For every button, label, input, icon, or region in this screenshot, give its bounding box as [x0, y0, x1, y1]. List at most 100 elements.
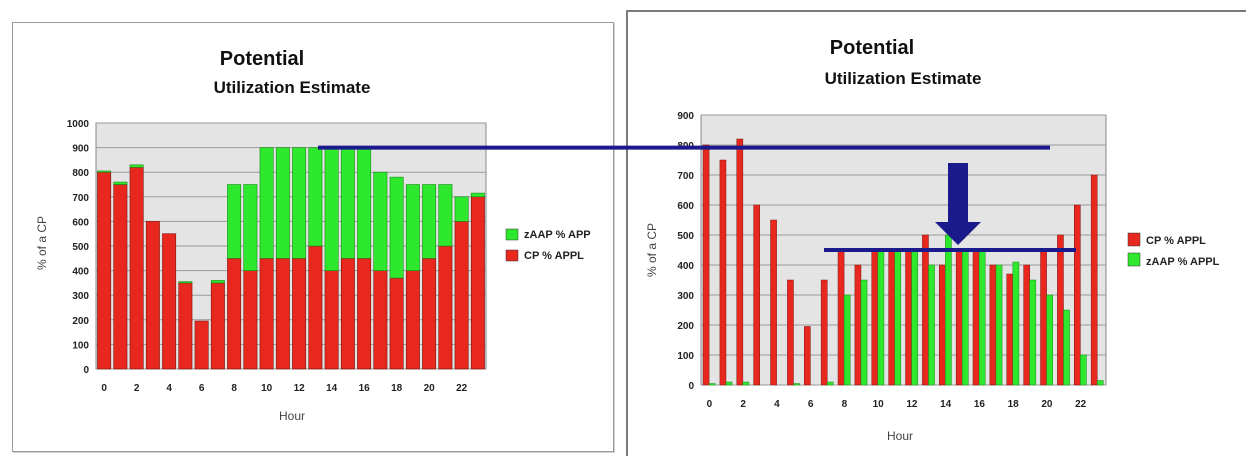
- left-bar-zaap-hour-12: [292, 147, 307, 259]
- left-bar-cp-hour-21: [438, 245, 453, 370]
- right-bar-zaap-hour-0: [708, 383, 716, 386]
- left-y-tick-label: 500: [72, 242, 89, 253]
- right-bar-zaap-hour-10: [877, 249, 885, 386]
- left-bar-cp-hour-4: [162, 233, 177, 370]
- left-y-tick-label: 700: [72, 193, 89, 204]
- left-x-tick-label: 20: [424, 383, 436, 394]
- left-bar-cp-hour-17: [373, 270, 388, 370]
- left-bar-zaap-hour-11: [275, 147, 290, 259]
- left-x-axis-label: Hour: [279, 409, 305, 423]
- right-legend-swatch-cp: [1127, 232, 1141, 247]
- left-legend-label-zaap: zAAP % APP: [524, 229, 591, 241]
- left-bar-zaap-hour-2: [129, 164, 144, 168]
- right-bar-cp-hour-16: [972, 249, 980, 386]
- right-legend-swatch-zaap: [1127, 252, 1141, 267]
- left-bar-zaap-hour-14: [324, 147, 339, 271]
- right-bar-zaap-hour-22: [1080, 354, 1087, 386]
- right-y-tick-label: 700: [677, 171, 694, 182]
- right-bar-cp-hour-12: [905, 249, 912, 386]
- right-bar-zaap-hour-16: [978, 249, 986, 386]
- left-bar-zaap-hour-19: [405, 184, 420, 271]
- right-bar-cp-hour-10: [871, 249, 879, 386]
- right-x-tick-label: 20: [1041, 399, 1053, 410]
- right-x-tick-label: 22: [1075, 399, 1087, 410]
- left-bar-cp-hour-23: [470, 196, 485, 370]
- right-legend-label-zaap: zAAP % APPL: [1146, 256, 1220, 268]
- right-x-tick-label: 6: [808, 399, 814, 410]
- right-legend-label-cp: CP % APPL: [1146, 235, 1206, 247]
- left-bar-cp-hour-22: [454, 221, 469, 370]
- left-y-tick-label: 1000: [67, 119, 90, 130]
- left-y-axis-label: % of a CP: [35, 216, 49, 270]
- right-y-tick-label: 300: [677, 291, 694, 302]
- left-bar-zaap-hour-16: [357, 147, 372, 259]
- right-bar-zaap-hour-20: [1046, 294, 1053, 386]
- left-y-tick-label: 0: [83, 365, 89, 376]
- left-x-tick-label: 16: [359, 383, 371, 394]
- left-bar-cp-hour-5: [178, 282, 193, 370]
- right-x-tick-label: 2: [740, 399, 746, 410]
- right-bar-zaap-hour-14: [945, 234, 952, 386]
- right-y-tick-label: 400: [677, 261, 694, 272]
- left-bar-zaap-hour-20: [422, 184, 437, 259]
- right-x-tick-label: 10: [873, 399, 885, 410]
- right-bar-cp-hour-9: [854, 264, 862, 386]
- left-x-tick-label: 6: [199, 383, 205, 394]
- right-bar-cp-hour-8: [837, 249, 845, 386]
- left-bar-cp-hour-20: [422, 257, 437, 370]
- right-bar-zaap-hour-1: [725, 381, 733, 386]
- left-bar-cp-hour-12: [292, 257, 307, 370]
- left-x-tick-label: 18: [391, 383, 403, 394]
- right-bar-cp-hour-1: [719, 159, 727, 386]
- right-chart-subtitle: Utilization Estimate: [825, 69, 982, 88]
- right-bar-cp-hour-11: [888, 249, 895, 386]
- right-x-axis-label: Hour: [887, 429, 913, 443]
- left-bar-cp-hour-2: [129, 166, 144, 370]
- right-bar-zaap-hour-17: [995, 264, 1003, 386]
- right-bar-zaap-hour-13: [928, 264, 935, 386]
- right-bar-cp-hour-20: [1040, 249, 1047, 386]
- left-y-tick-label: 200: [72, 316, 89, 327]
- right-bar-cp-hour-21: [1057, 234, 1064, 386]
- left-bar-cp-hour-10: [259, 257, 274, 370]
- left-bar-cp-hour-0: [97, 171, 112, 370]
- right-x-tick-label: 18: [1008, 399, 1020, 410]
- right-y-tick-label: 100: [677, 351, 694, 362]
- right-x-tick-label: 8: [842, 399, 848, 410]
- left-x-tick-label: 0: [101, 383, 107, 394]
- left-x-tick-label: 22: [456, 383, 468, 394]
- right-x-tick-label: 12: [906, 399, 918, 410]
- right-bar-cp-hour-5: [787, 279, 794, 386]
- left-bar-zaap-hour-13: [308, 147, 323, 247]
- left-bar-cp-hour-16: [357, 257, 372, 370]
- left-bar-zaap-hour-21: [438, 184, 453, 247]
- left-x-tick-label: 2: [134, 383, 140, 394]
- right-bar-cp-hour-2: [736, 138, 744, 386]
- right-bar-cp-hour-19: [1023, 264, 1030, 386]
- right-bar-zaap-hour-2: [742, 381, 750, 386]
- right-bar-zaap-hour-18: [1012, 261, 1020, 386]
- right-x-tick-label: 0: [707, 399, 713, 410]
- right-bar-cp-hour-6: [804, 326, 811, 386]
- left-bar-zaap-hour-7: [210, 280, 225, 284]
- left-bar-zaap-hour-15: [340, 147, 355, 259]
- annotation-layer: [318, 145, 1076, 252]
- right-bar-zaap-hour-23: [1096, 380, 1104, 386]
- right-x-tick-label: 4: [774, 399, 780, 410]
- right-bar-zaap-hour-11: [894, 249, 902, 386]
- right-bar-cp-hour-13: [922, 234, 929, 386]
- left-chart-subtitle: Utilization Estimate: [214, 78, 371, 97]
- left-x-tick-label: 8: [231, 383, 237, 394]
- left-bar-zaap-hour-22: [454, 196, 469, 222]
- down-arrow-icon: [935, 163, 981, 245]
- left-bar-zaap-hour-10: [259, 147, 274, 259]
- left-bar-cp-hour-9: [243, 270, 258, 370]
- right-bar-zaap-hour-12: [911, 249, 918, 386]
- left-bar-zaap-hour-18: [389, 176, 404, 279]
- left-bar-zaap-hour-1: [113, 181, 128, 185]
- left-bar-cp-hour-19: [405, 270, 420, 370]
- right-y-tick-label: 900: [677, 111, 694, 122]
- right-bar-zaap-hour-9: [860, 279, 868, 386]
- right-y-tick-label: 600: [677, 201, 694, 212]
